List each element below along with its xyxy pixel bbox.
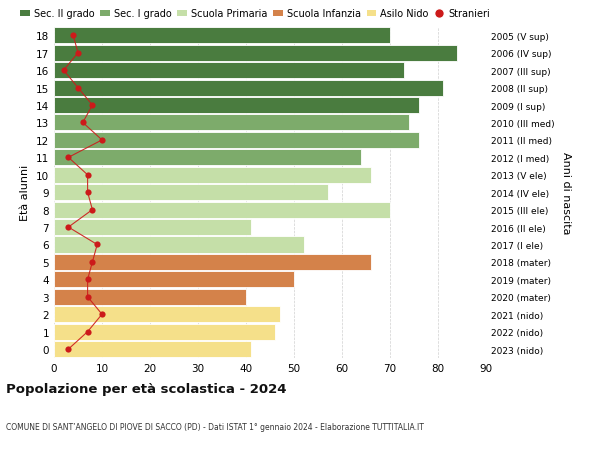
Point bbox=[97, 311, 107, 318]
Bar bbox=[54, 133, 419, 149]
Bar bbox=[54, 185, 328, 201]
Point bbox=[83, 172, 92, 179]
Point bbox=[73, 85, 83, 92]
Bar bbox=[54, 341, 251, 357]
Bar bbox=[54, 63, 404, 79]
Bar bbox=[54, 219, 251, 235]
Point bbox=[73, 50, 83, 57]
Text: COMUNE DI SANT’ANGELO DI PIOVE DI SACCO (PD) - Dati ISTAT 1° gennaio 2024 - Elab: COMUNE DI SANT’ANGELO DI PIOVE DI SACCO … bbox=[6, 422, 424, 431]
Y-axis label: Età alunni: Età alunni bbox=[20, 165, 31, 221]
Bar bbox=[54, 115, 409, 131]
Point bbox=[83, 328, 92, 336]
Point bbox=[83, 293, 92, 301]
Point bbox=[64, 346, 73, 353]
Point bbox=[88, 259, 97, 266]
Bar bbox=[54, 237, 304, 253]
Bar bbox=[54, 272, 294, 288]
Bar bbox=[54, 45, 457, 62]
Bar bbox=[54, 98, 419, 114]
Legend: Sec. II grado, Sec. I grado, Scuola Primaria, Scuola Infanzia, Asilo Nido, Stran: Sec. II grado, Sec. I grado, Scuola Prim… bbox=[20, 9, 490, 19]
Point bbox=[64, 224, 73, 231]
Point bbox=[68, 33, 78, 40]
Point bbox=[92, 241, 102, 249]
Point bbox=[59, 67, 68, 75]
Bar bbox=[54, 28, 390, 44]
Bar bbox=[54, 289, 246, 305]
Bar bbox=[54, 324, 275, 340]
Bar bbox=[54, 202, 390, 218]
Bar bbox=[54, 307, 280, 323]
Bar bbox=[54, 150, 361, 166]
Point bbox=[97, 137, 107, 144]
Point bbox=[64, 154, 73, 162]
Bar bbox=[54, 80, 443, 96]
Point bbox=[78, 119, 88, 127]
Point bbox=[83, 189, 92, 196]
Point bbox=[88, 102, 97, 110]
Bar bbox=[54, 254, 371, 270]
Bar bbox=[54, 168, 371, 184]
Y-axis label: Anni di nascita: Anni di nascita bbox=[561, 151, 571, 234]
Point bbox=[83, 276, 92, 283]
Text: Popolazione per età scolastica - 2024: Popolazione per età scolastica - 2024 bbox=[6, 382, 287, 396]
Point bbox=[88, 207, 97, 214]
